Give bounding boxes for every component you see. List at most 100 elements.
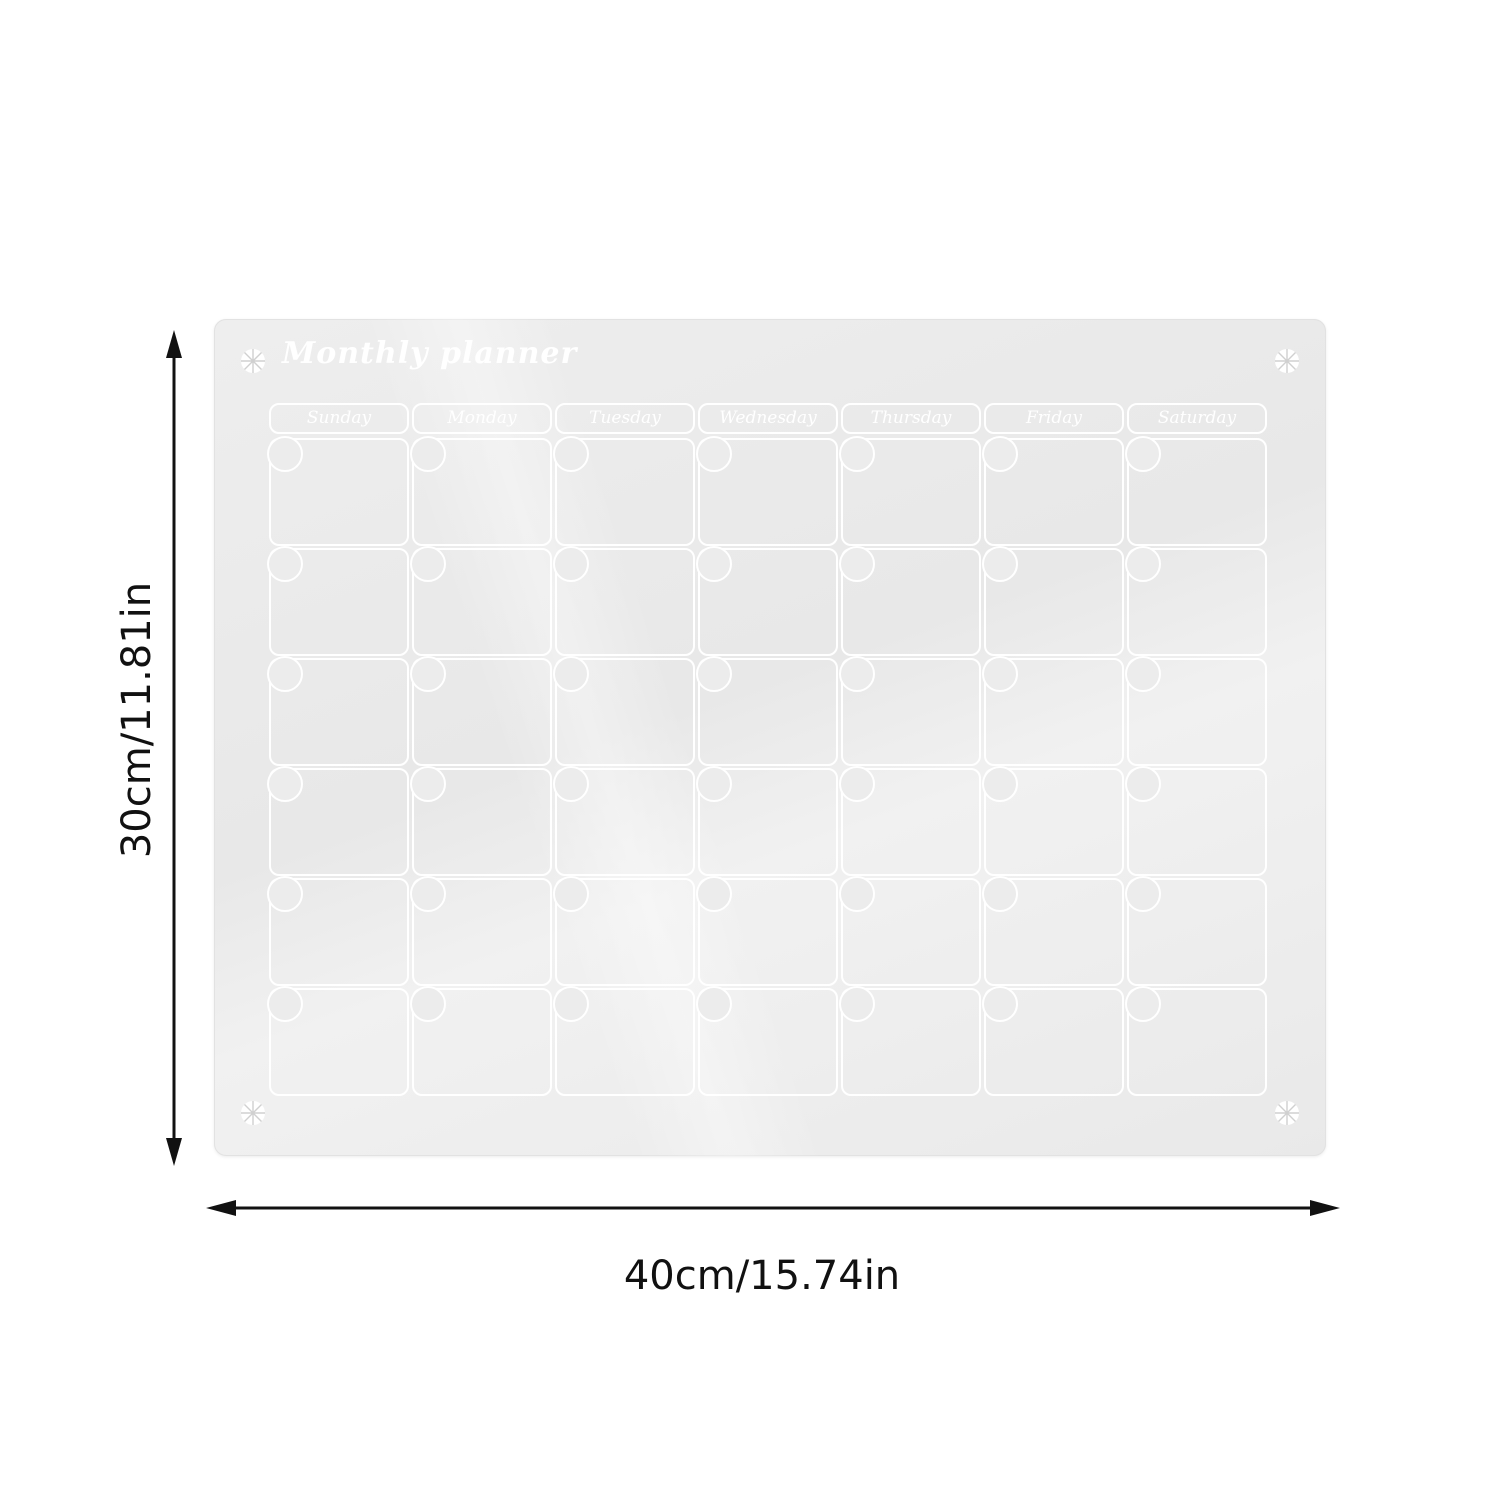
day-cell xyxy=(1125,656,1267,766)
date-circle xyxy=(839,986,875,1022)
width-label: 40cm/15.74in xyxy=(623,1253,901,1299)
day-cell xyxy=(267,546,409,656)
day-header: Saturday xyxy=(1127,403,1267,434)
day-cell xyxy=(982,546,1124,656)
date-circle xyxy=(267,766,303,802)
date-circle xyxy=(410,876,446,912)
day-header: Wednesday xyxy=(698,403,838,434)
date-circle xyxy=(267,986,303,1022)
day-cell xyxy=(1125,766,1267,876)
date-circle xyxy=(1125,656,1161,692)
date-circle xyxy=(839,876,875,912)
day-cell xyxy=(267,766,409,876)
day-cell xyxy=(410,986,552,1096)
day-cell xyxy=(1125,436,1267,546)
day-cell xyxy=(839,656,981,766)
date-circle xyxy=(839,546,875,582)
day-cell xyxy=(839,986,981,1096)
date-circle xyxy=(553,546,589,582)
day-cell xyxy=(267,876,409,986)
date-circle xyxy=(553,766,589,802)
day-cell xyxy=(839,876,981,986)
day-cell xyxy=(267,436,409,546)
date-circle xyxy=(696,656,732,692)
date-circle xyxy=(267,436,303,472)
screw-icon xyxy=(1275,1101,1299,1125)
date-circle xyxy=(1125,546,1161,582)
date-circle xyxy=(553,876,589,912)
day-cell xyxy=(982,986,1124,1096)
day-cell xyxy=(696,436,838,546)
date-circle xyxy=(267,656,303,692)
day-cell xyxy=(696,986,838,1096)
day-header: Sunday xyxy=(269,403,409,434)
date-circle xyxy=(696,986,732,1022)
day-header: Monday xyxy=(412,403,552,434)
date-circle xyxy=(982,876,1018,912)
date-circle xyxy=(410,766,446,802)
height-arrow xyxy=(166,330,182,1166)
day-cell xyxy=(1125,986,1267,1096)
date-circle xyxy=(267,546,303,582)
day-cell xyxy=(982,876,1124,986)
day-cell xyxy=(553,766,695,876)
date-circle xyxy=(410,436,446,472)
date-circle xyxy=(982,986,1018,1022)
day-cell xyxy=(553,876,695,986)
day-cell xyxy=(982,436,1124,546)
day-cell xyxy=(839,766,981,876)
date-circle xyxy=(696,766,732,802)
date-circle xyxy=(553,656,589,692)
day-cell xyxy=(267,986,409,1096)
day-cell xyxy=(696,546,838,656)
date-circle xyxy=(696,876,732,912)
day-cell xyxy=(839,546,981,656)
day-cell xyxy=(410,766,552,876)
date-circle xyxy=(982,656,1018,692)
date-circle xyxy=(1125,876,1161,912)
date-circle xyxy=(410,546,446,582)
date-circle xyxy=(982,766,1018,802)
day-cell xyxy=(410,436,552,546)
date-circle xyxy=(839,436,875,472)
day-cell xyxy=(1125,546,1267,656)
day-header: Friday xyxy=(984,403,1124,434)
day-cell xyxy=(696,876,838,986)
date-circle xyxy=(267,876,303,912)
date-circle xyxy=(839,766,875,802)
date-circle xyxy=(410,656,446,692)
day-cell xyxy=(553,986,695,1096)
date-circle xyxy=(839,656,875,692)
day-cell xyxy=(410,876,552,986)
day-cell xyxy=(839,436,981,546)
day-cell xyxy=(982,656,1124,766)
date-circle xyxy=(982,436,1018,472)
width-arrow xyxy=(206,1200,1340,1216)
date-circle xyxy=(982,546,1018,582)
day-header: Tuesday xyxy=(555,403,695,434)
day-cell xyxy=(982,766,1124,876)
day-header: Thursday xyxy=(841,403,981,434)
date-circle xyxy=(696,436,732,472)
screw-icon xyxy=(241,349,265,373)
day-cell xyxy=(553,436,695,546)
day-cell xyxy=(1125,876,1267,986)
day-cell xyxy=(410,656,552,766)
screw-icon xyxy=(241,1101,265,1125)
day-cell xyxy=(696,766,838,876)
date-circle xyxy=(1125,986,1161,1022)
day-cell xyxy=(553,656,695,766)
date-circle xyxy=(696,546,732,582)
day-cell xyxy=(553,546,695,656)
screw-icon xyxy=(1275,349,1299,373)
day-cell xyxy=(696,656,838,766)
date-circle xyxy=(553,986,589,1022)
date-circle xyxy=(410,986,446,1022)
date-circle xyxy=(553,436,589,472)
planner-title: Monthly planner xyxy=(282,336,578,371)
day-cell xyxy=(410,546,552,656)
date-circle xyxy=(1125,766,1161,802)
date-circle xyxy=(1125,436,1161,472)
day-cell xyxy=(267,656,409,766)
height-label: 30cm/11.81in xyxy=(114,581,160,859)
